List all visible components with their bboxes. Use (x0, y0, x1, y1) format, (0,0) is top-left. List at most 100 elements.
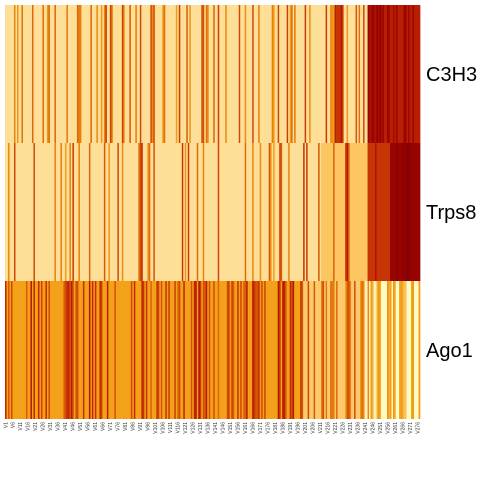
heatmap-cell (163, 143, 166, 281)
heatmap-cell (243, 143, 246, 281)
heatmap-cell (69, 281, 72, 419)
column-label: V36 (56, 422, 62, 431)
heatmap-cell (345, 281, 347, 419)
heatmap-cell (70, 5, 73, 143)
heatmap-cell (313, 5, 316, 143)
heatmap-cell (321, 5, 323, 143)
heatmap-cell (40, 281, 43, 419)
heatmap-cell (225, 5, 228, 143)
heatmap-cell (273, 143, 276, 281)
heatmap-cell (339, 143, 341, 281)
heatmap-cell (36, 281, 39, 419)
heatmap-cell (220, 281, 223, 419)
heatmap-cell (171, 281, 174, 419)
heatmap-cell (309, 5, 311, 143)
heatmap-cell (303, 143, 305, 281)
heatmap-cell (232, 5, 235, 143)
heatmap-cell (193, 281, 196, 419)
heatmap-cell (231, 143, 234, 281)
heatmap-cell (234, 281, 237, 419)
heatmap-cell (54, 143, 57, 281)
heatmap-cell (16, 143, 19, 281)
heatmap-cell (108, 5, 111, 143)
heatmap-cell (129, 143, 132, 281)
heatmap-cell (126, 143, 129, 281)
heatmap-cell (166, 5, 169, 143)
heatmap-cell (204, 143, 207, 281)
heatmap-cell (228, 281, 231, 419)
heatmap-cell (406, 281, 409, 419)
heatmap-cell (144, 5, 147, 143)
heatmap-cell (258, 5, 261, 143)
heatmap-cell (27, 281, 30, 419)
heatmap-cell (78, 281, 81, 419)
heatmap-cell (190, 281, 193, 419)
heatmap-cell (382, 143, 385, 281)
heatmap-cell (156, 281, 159, 419)
heatmap-cell (46, 5, 49, 143)
heatmap-cell (64, 281, 67, 419)
heatmap-cell (405, 281, 407, 419)
column-label: V171 (258, 422, 264, 434)
heatmap-cell (210, 281, 213, 419)
heatmap-cell (211, 143, 214, 281)
heatmap-cell (303, 281, 305, 419)
heatmap-cell (67, 281, 70, 419)
heatmap-cell (60, 281, 63, 419)
heatmap-cell (228, 5, 231, 143)
heatmap-cell (310, 143, 313, 281)
column-label: V71 (108, 422, 114, 431)
heatmap-cell (235, 143, 238, 281)
heatmap-cell (334, 143, 337, 281)
heatmap-cell (288, 143, 291, 281)
heatmap-cell (6, 143, 9, 281)
heatmap-cell (174, 143, 177, 281)
column-label: V11 (18, 422, 24, 431)
heatmap-cell (12, 143, 15, 281)
heatmap-cell (129, 5, 132, 143)
heatmap-cell (243, 5, 246, 143)
heatmap-cell (295, 5, 298, 143)
heatmap-cell (39, 143, 42, 281)
heatmap-cell (234, 5, 237, 143)
heatmap-cell (288, 5, 291, 143)
heatmap-cell (162, 5, 165, 143)
heatmap-cell (268, 143, 271, 281)
heatmap-cell (111, 281, 114, 419)
heatmap-cell (118, 5, 121, 143)
heatmap-cell (19, 5, 22, 143)
heatmap-cell (337, 143, 340, 281)
heatmap-cell (264, 143, 267, 281)
heatmap-cell (306, 281, 308, 419)
heatmap-cell (297, 143, 299, 281)
heatmap-cell (408, 5, 410, 143)
heatmap-cell (40, 143, 43, 281)
heatmap-cell (151, 281, 154, 419)
heatmap-cell (180, 5, 183, 143)
heatmap-cell (304, 281, 307, 419)
heatmap-cell (309, 143, 311, 281)
column-label: V251 (378, 422, 384, 434)
heatmap-cell (343, 5, 346, 143)
heatmap-cell (346, 143, 349, 281)
column-label: V186 (280, 422, 286, 434)
column-label: V116 (176, 422, 182, 434)
heatmap-cell (97, 143, 100, 281)
column-label: V261 (393, 422, 399, 434)
row-label: Ago1 (426, 340, 473, 362)
heatmap-cell (157, 281, 160, 419)
heatmap-cell (51, 143, 54, 281)
heatmap-cell (237, 281, 240, 419)
heatmap-cell (222, 143, 225, 281)
heatmap-cell (249, 281, 252, 419)
heatmap-cell (142, 281, 145, 419)
heatmap-cell (90, 5, 93, 143)
heatmap-cell (135, 5, 138, 143)
heatmap-cell (327, 281, 329, 419)
heatmap-cell (240, 143, 243, 281)
heatmap-cell (300, 281, 302, 419)
heatmap-cell (81, 5, 84, 143)
heatmap-cell (334, 281, 337, 419)
heatmap-cell (103, 5, 106, 143)
heatmap-cell (165, 143, 168, 281)
